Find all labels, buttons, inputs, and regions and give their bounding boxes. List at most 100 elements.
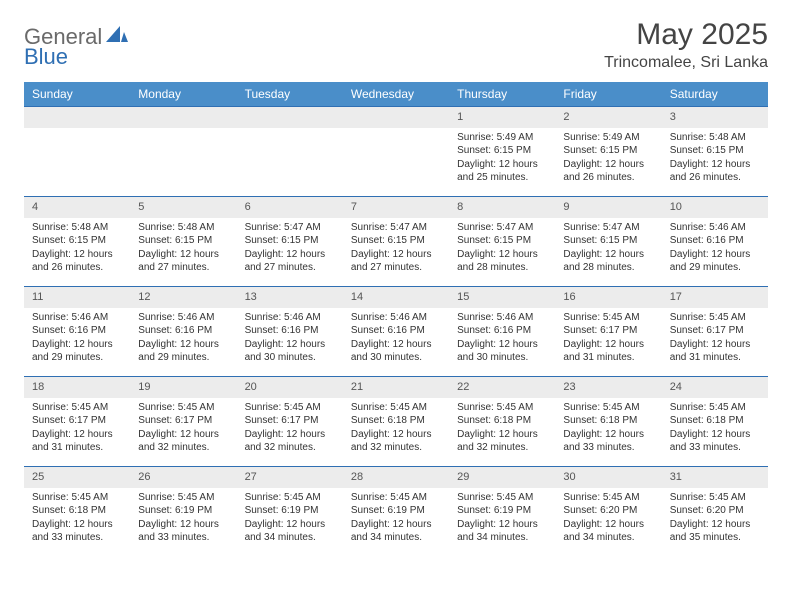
weekday-header: Monday xyxy=(130,82,236,106)
day-day1: Daylight: 12 hours xyxy=(138,248,228,262)
day-body: Sunrise: 5:45 AMSunset: 6:19 PMDaylight:… xyxy=(237,488,343,553)
day-number-bar: 15 xyxy=(449,286,555,308)
day-number-bar xyxy=(24,106,130,128)
day-number-bar: 14 xyxy=(343,286,449,308)
calendar-week-row: 4Sunrise: 5:48 AMSunset: 6:15 PMDaylight… xyxy=(24,196,768,286)
day-body: Sunrise: 5:48 AMSunset: 6:15 PMDaylight:… xyxy=(130,218,236,283)
day-sunset: Sunset: 6:19 PM xyxy=(457,504,547,518)
day-number-bar: 7 xyxy=(343,196,449,218)
day-body: Sunrise: 5:45 AMSunset: 6:19 PMDaylight:… xyxy=(130,488,236,553)
day-number: 15 xyxy=(457,291,469,303)
day-body: Sunrise: 5:48 AMSunset: 6:15 PMDaylight:… xyxy=(662,128,768,193)
day-number-bar: 17 xyxy=(662,286,768,308)
day-day2: and 33 minutes. xyxy=(670,441,760,455)
header: General May 2025 Trincomalee, Sri Lanka xyxy=(24,18,768,72)
calendar-day-cell: 22 Sunrise: 5:45 AMSunset: 6:18 PMDayligh… xyxy=(449,376,555,466)
calendar-day-cell: 30Sunrise: 5:45 AMSunset: 6:20 PMDayligh… xyxy=(555,466,661,556)
day-number-bar: 18 xyxy=(24,376,130,398)
day-number: 2 xyxy=(563,111,569,123)
day-body: Sunrise: 5:45 AMSunset: 6:19 PMDaylight:… xyxy=(343,488,449,553)
day-sunset: Sunset: 6:19 PM xyxy=(351,504,441,518)
calendar-day-cell: 19Sunrise: 5:45 AMSunset: 6:17 PMDayligh… xyxy=(130,376,236,466)
day-body: Sunrise: 5:45 AMSunset: 6:18 PMDaylight:… xyxy=(449,398,555,463)
day-sunset: Sunset: 6:19 PM xyxy=(245,504,335,518)
day-number-bar: 11 xyxy=(24,286,130,308)
day-day2: and 35 minutes. xyxy=(670,531,760,545)
day-sunrise: Sunrise: 5:47 AM xyxy=(245,221,335,235)
day-number: 19 xyxy=(138,381,150,393)
day-number-bar: 31 xyxy=(662,466,768,488)
day-day2: and 31 minutes. xyxy=(563,351,653,365)
calendar-day-cell: 5Sunrise: 5:48 AMSunset: 6:15 PMDaylight… xyxy=(130,196,236,286)
calendar-day-cell: 13Sunrise: 5:46 AMSunset: 6:16 PMDayligh… xyxy=(237,286,343,376)
day-sunrise: Sunrise: 5:46 AM xyxy=(351,311,441,325)
day-sunrise: Sunrise: 5:45 AM xyxy=(32,491,122,505)
day-day2: and 27 minutes. xyxy=(351,261,441,275)
day-sunrise: Sunrise: 5:47 AM xyxy=(351,221,441,235)
day-number: 3 xyxy=(670,111,676,123)
day-number: 11 xyxy=(32,291,43,303)
day-body: Sunrise: 5:47 AMSunset: 6:15 PMDaylight:… xyxy=(343,218,449,283)
day-sunset: Sunset: 6:15 PM xyxy=(670,144,760,158)
day-number: 18 xyxy=(32,381,44,393)
day-number: 22 xyxy=(457,381,469,393)
day-sunset: Sunset: 6:16 PM xyxy=(32,324,122,338)
day-day1: Daylight: 12 hours xyxy=(351,518,441,532)
weekday-header-row: Sunday Monday Tuesday Wednesday Thursday… xyxy=(24,82,768,106)
calendar-day-cell: 16 Sunrise: 5:45 AMSunset: 6:17 PMDayligh… xyxy=(555,286,661,376)
day-number: 6 xyxy=(245,201,251,213)
day-sunset: Sunset: 6:15 PM xyxy=(32,234,122,248)
calendar-day-cell: 24Sunrise: 5:45 AMSunset: 6:18 PMDayligh… xyxy=(662,376,768,466)
day-body: Sunrise: 5:47 AMSunset: 6:15 PMDaylight:… xyxy=(237,218,343,283)
day-number-bar: 26 xyxy=(130,466,236,488)
day-number: 20 xyxy=(245,381,257,393)
day-body: Sunrise: 5:45 AMSunset: 6:17 PMDaylight:… xyxy=(555,308,661,373)
day-number: 17 xyxy=(670,291,682,303)
calendar-day-cell: 20Sunrise: 5:45 AMSunset: 6:17 PMDayligh… xyxy=(237,376,343,466)
day-day1: Daylight: 12 hours xyxy=(457,338,547,352)
day-number-bar: 1 xyxy=(449,106,555,128)
day-sunset: Sunset: 6:15 PM xyxy=(563,234,653,248)
day-number-bar: 2 xyxy=(555,106,661,128)
day-sunrise: Sunrise: 5:46 AM xyxy=(457,311,547,325)
day-day2: and 28 minutes. xyxy=(457,261,547,275)
day-number: 27 xyxy=(245,471,257,483)
day-body xyxy=(237,128,343,188)
calendar-table: Sunday Monday Tuesday Wednesday Thursday… xyxy=(24,82,768,556)
calendar-day-cell: 11 Sunrise: 5:46 AMSunset: 6:16 PMDayligh… xyxy=(24,286,130,376)
day-day2: and 26 minutes. xyxy=(670,171,760,185)
day-day2: and 29 minutes. xyxy=(670,261,760,275)
day-body xyxy=(130,128,236,188)
day-body: Sunrise: 5:46 AMSunset: 6:16 PMDaylight:… xyxy=(24,308,130,373)
day-day1: Daylight: 12 hours xyxy=(351,428,441,442)
day-sunset: Sunset: 6:15 PM xyxy=(457,234,547,248)
day-day2: and 34 minutes. xyxy=(457,531,547,545)
day-sunset: Sunset: 6:18 PM xyxy=(670,414,760,428)
day-day2: and 27 minutes. xyxy=(138,261,228,275)
day-body: Sunrise: 5:48 AMSunset: 6:15 PMDaylight:… xyxy=(24,218,130,283)
calendar-day-cell: 4Sunrise: 5:48 AMSunset: 6:15 PMDaylight… xyxy=(24,196,130,286)
day-day1: Daylight: 12 hours xyxy=(138,428,228,442)
day-sunset: Sunset: 6:20 PM xyxy=(670,504,760,518)
day-number-bar xyxy=(237,106,343,128)
day-day2: and 30 minutes. xyxy=(457,351,547,365)
day-day2: and 29 minutes. xyxy=(138,351,228,365)
day-day1: Daylight: 12 hours xyxy=(563,518,653,532)
day-day2: and 31 minutes. xyxy=(670,351,760,365)
day-number: 16 xyxy=(563,291,575,303)
day-number-bar: 12 xyxy=(130,286,236,308)
day-day1: Daylight: 12 hours xyxy=(457,428,547,442)
day-number: 10 xyxy=(670,201,682,213)
weekday-header: Wednesday xyxy=(343,82,449,106)
day-number-bar: 8 xyxy=(449,196,555,218)
day-body: Sunrise: 5:47 AMSunset: 6:15 PMDaylight:… xyxy=(555,218,661,283)
weekday-header: Friday xyxy=(555,82,661,106)
day-sunset: Sunset: 6:19 PM xyxy=(138,504,228,518)
weekday-header: Saturday xyxy=(662,82,768,106)
day-sunset: Sunset: 6:16 PM xyxy=(351,324,441,338)
day-body: Sunrise: 5:46 AMSunset: 6:16 PMDaylight:… xyxy=(343,308,449,373)
calendar-day-cell: 8Sunrise: 5:47 AMSunset: 6:15 PMDaylight… xyxy=(449,196,555,286)
day-body: Sunrise: 5:45 AMSunset: 6:18 PMDaylight:… xyxy=(662,398,768,463)
day-day2: and 33 minutes. xyxy=(138,531,228,545)
day-body: Sunrise: 5:45 AMSunset: 6:20 PMDaylight:… xyxy=(662,488,768,553)
